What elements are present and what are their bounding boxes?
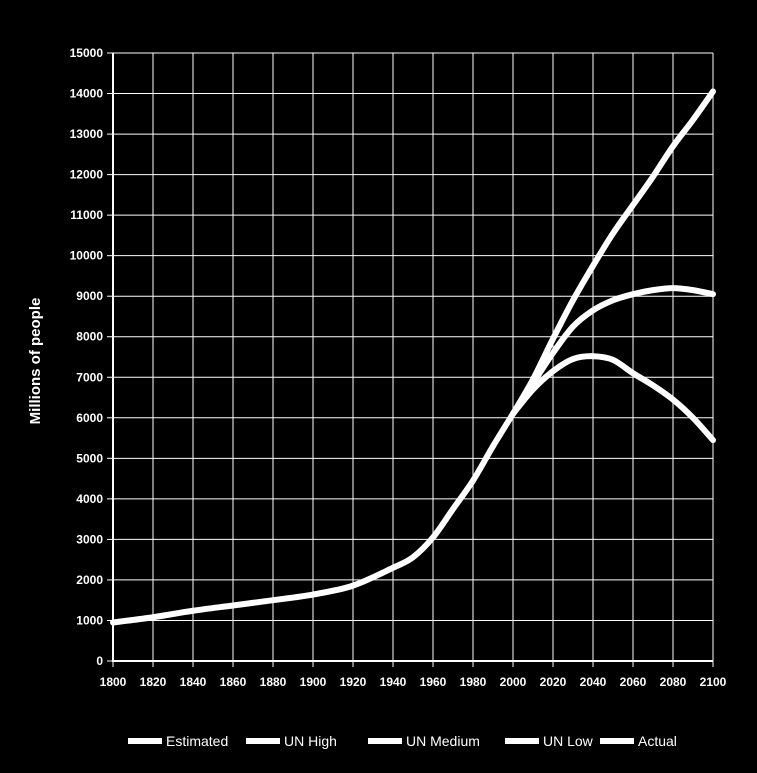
- y-axis-ticks: 0 1000 2000 3000 4000 5000 6000 7000 8000 9000 100…: [70, 46, 113, 668]
- legend-label: UN Low: [543, 733, 594, 749]
- x-tick-label: 1880: [260, 675, 287, 689]
- y-tick-label: 12000: [70, 168, 104, 182]
- y-tick-label: 8000: [76, 330, 103, 344]
- series-line-estimated: [110, 410, 516, 626]
- x-tick-label: 1980: [460, 675, 487, 689]
- x-tick-label: 2020: [540, 675, 567, 689]
- x-tick-label: 1820: [140, 675, 167, 689]
- y-tick-label: 7000: [76, 370, 103, 384]
- x-tick-label: 1860: [220, 675, 247, 689]
- legend-label: Estimated: [166, 733, 228, 749]
- y-tick-label: 9000: [76, 289, 103, 303]
- x-tick-label: 2100: [700, 675, 727, 689]
- y-tick-label: 5000: [76, 451, 103, 465]
- y-tick-label: 0: [96, 654, 103, 668]
- gridlines: [112, 52, 714, 662]
- y-tick-label: 15000: [70, 46, 104, 60]
- x-tick-label: 1960: [420, 675, 447, 689]
- y-tick-label: 11000: [70, 208, 103, 222]
- legend-label: UN High: [284, 733, 337, 749]
- series-line-un-medium: [510, 285, 716, 417]
- y-axis-label: Millions of people: [27, 298, 44, 425]
- x-tick-label: 1920: [340, 675, 367, 689]
- x-tick-label: 1900: [300, 675, 327, 689]
- y-tick-label: 6000: [76, 411, 103, 425]
- series-lines: [110, 88, 716, 626]
- series-line-un-high: [510, 88, 716, 417]
- series-line-un-low: [510, 353, 716, 444]
- y-tick-label: 13000: [70, 127, 104, 141]
- x-tick-label: 2080: [660, 675, 687, 689]
- y-tick-label: 2000: [76, 573, 103, 587]
- x-tick-label: 2000: [500, 675, 527, 689]
- x-tick-label: 1840: [180, 675, 207, 689]
- x-tick-label: 2060: [620, 675, 647, 689]
- x-tick-label: 2040: [580, 675, 607, 689]
- legend-label: UN Medium: [406, 733, 480, 749]
- x-axis-ticks: 1800 1820 1840 1860 1880 1900 1920 1940 1960 1980…: [100, 661, 727, 689]
- y-tick-label: 14000: [70, 87, 104, 101]
- y-tick-label: 1000: [76, 613, 103, 627]
- series-line-actual: [510, 382, 536, 417]
- x-tick-label: 1940: [380, 675, 407, 689]
- legend-label: Actual: [638, 733, 677, 749]
- y-tick-label: 10000: [70, 249, 104, 263]
- x-tick-label: 1800: [100, 675, 127, 689]
- y-tick-label: 3000: [76, 532, 103, 546]
- legend: Estimated UN High UN Medium UN Low Actual: [128, 733, 677, 749]
- y-tick-label: 4000: [76, 492, 103, 506]
